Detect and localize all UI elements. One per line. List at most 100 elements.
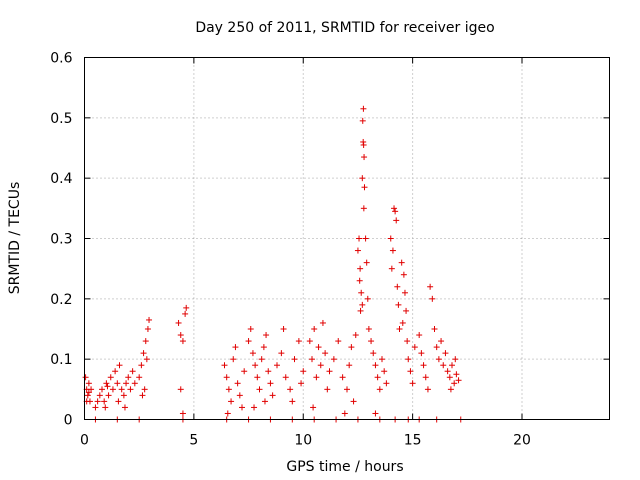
data-point [295,338,302,345]
data-point [354,247,361,254]
data-point [298,380,305,387]
data-point [359,117,366,124]
data-point [177,386,184,393]
data-point [144,326,151,332]
data-point [395,301,402,308]
data-point [427,283,434,290]
data-point [241,368,248,375]
y-tick-label: 0.6 [50,51,72,67]
data-point [361,154,368,161]
data-point [131,380,138,387]
data-point [92,404,99,411]
data-point [267,380,274,387]
data-point [438,338,445,345]
y-tick-label: 0.2 [50,292,72,308]
data-point [221,362,228,369]
data-point [363,259,370,266]
data-point [96,392,103,399]
data-point [389,247,396,254]
data-point [360,105,367,112]
data-point [357,307,364,314]
data-point [356,277,363,284]
data-point [102,404,109,411]
data-point [175,319,182,326]
data-point [440,362,447,369]
data-point [447,386,454,393]
data-point [346,362,353,369]
data-point [381,368,388,375]
data-point [99,386,105,393]
data-point [387,235,394,242]
data-point [107,374,114,381]
x-tick-label: 0 [80,433,89,449]
y-tick-label: 0.1 [50,352,72,368]
data-point [245,338,252,345]
x-tick-label: 5 [189,433,198,449]
data-point [335,338,342,345]
x-tick-label: 10 [294,433,312,449]
data-point [400,271,407,278]
data-point [251,404,258,411]
data-point [361,184,368,191]
data-point [424,386,431,393]
data-point [324,386,331,393]
data-point [291,356,298,363]
data-point [374,374,381,381]
plot-frame [84,57,610,420]
data-point [249,350,256,357]
data-point [399,319,406,326]
data-point [418,350,425,357]
data-point [103,380,110,387]
data-point [274,362,280,369]
data-point [141,386,148,393]
y-tick-label: 0.5 [50,111,72,127]
data-point [352,332,359,339]
data-point [391,205,398,212]
data-point [317,362,324,369]
data-point [120,392,127,399]
data-point [326,368,333,375]
data-point [224,410,231,417]
data-point [357,265,364,272]
data-point [236,392,243,399]
data-point [376,386,383,393]
data-point [379,356,385,363]
data-point [278,350,285,357]
data-point [256,386,263,393]
data-point [444,368,451,375]
data-point [358,289,365,296]
data-point [115,398,122,405]
data-point [85,389,92,396]
data-point [252,362,259,369]
data-point [433,344,440,351]
data-point [223,374,230,381]
data-point [403,307,410,314]
data-point [112,368,119,375]
data-point [339,374,346,381]
data-point [362,235,369,242]
y-tick-label: 0.3 [50,232,72,248]
data-point [341,410,348,417]
data-point [359,175,366,182]
data-point [280,326,287,332]
data-point [182,310,189,317]
data-point [289,398,296,405]
data-point [105,392,112,399]
data-point [388,265,395,272]
data-point [309,356,315,363]
data-point [146,316,153,323]
data-point [269,392,276,399]
data-point [455,377,462,384]
data-point [322,350,329,357]
data-point [129,368,136,375]
data-point [88,386,95,393]
data-point [127,386,134,393]
data-point [372,410,379,417]
data-point [431,326,438,332]
data-point [254,374,261,381]
y-axis-label: SRMTID / TECUs [7,182,23,295]
x-tick-label: 20 [513,433,531,449]
data-point [396,326,403,332]
data-point [225,386,232,393]
y-tick-label: 0.4 [50,171,72,187]
